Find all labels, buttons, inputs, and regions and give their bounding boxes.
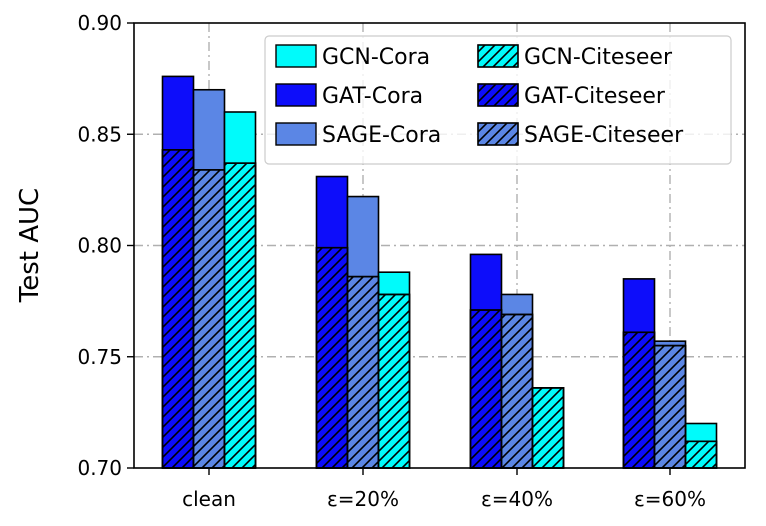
x-tick-label: ε=40% [481,487,553,511]
legend-swatch [275,83,317,107]
x-tick-label: clean [182,487,236,511]
y-axis-title: Test AUC [15,188,45,303]
bar-hatch-gcn-citeseer [223,162,257,469]
legend-swatch [275,122,317,146]
y-tick-label: 0.85 [77,122,122,146]
bar-hatch-gcn-citeseer [684,440,718,469]
legend-label: SAGE-Cora [322,123,441,148]
y-tick-label: 0.70 [77,456,122,480]
legend-label: GCN-Citeseer [524,45,673,70]
bar-hatch-gcn-citeseer [377,293,411,469]
y-tick-label: 0.80 [77,234,122,258]
x-tick-label: ε=20% [327,487,399,511]
bar-hatch-gat-citeseer [622,331,656,469]
bar-hatch-gat-citeseer [315,246,349,469]
legend-label: SAGE-Citeseer [524,123,684,148]
bar-hatch-gat-citeseer [469,309,503,469]
bar-hatch-sage-citeseer [346,275,380,469]
legend-swatch-hatch [477,44,519,68]
plot-frame [133,22,746,469]
y-tick-label: 0.90 [77,11,122,35]
legend-label: GAT-Citeseer [524,84,666,109]
legend-swatch-hatch [477,83,519,107]
bar-hatch-gcn-citeseer [531,387,565,469]
legend-swatch-hatch [477,122,519,146]
legend-label: GAT-Cora [322,84,423,109]
legend: GCN-Cora GCN-Citeseer GAT-Cora GAT-Citeseer… [264,35,732,165]
legend-swatch [275,44,317,68]
bar-hatch-sage-citeseer [500,313,534,469]
x-tick-label: ε=60% [634,487,706,511]
bars [161,75,718,469]
y-tick-label: 0.75 [77,345,122,369]
bar-hatch-gat-citeseer [161,149,195,469]
bar-hatch-sage-citeseer [192,169,226,469]
bar-hatch-sage-citeseer [653,344,687,469]
axes: 0.70 0.75 0.80 0.85 0.90 clean ε=20% ε=40% ε=60% [77,11,746,511]
legend-label: GCN-Cora [322,45,430,70]
